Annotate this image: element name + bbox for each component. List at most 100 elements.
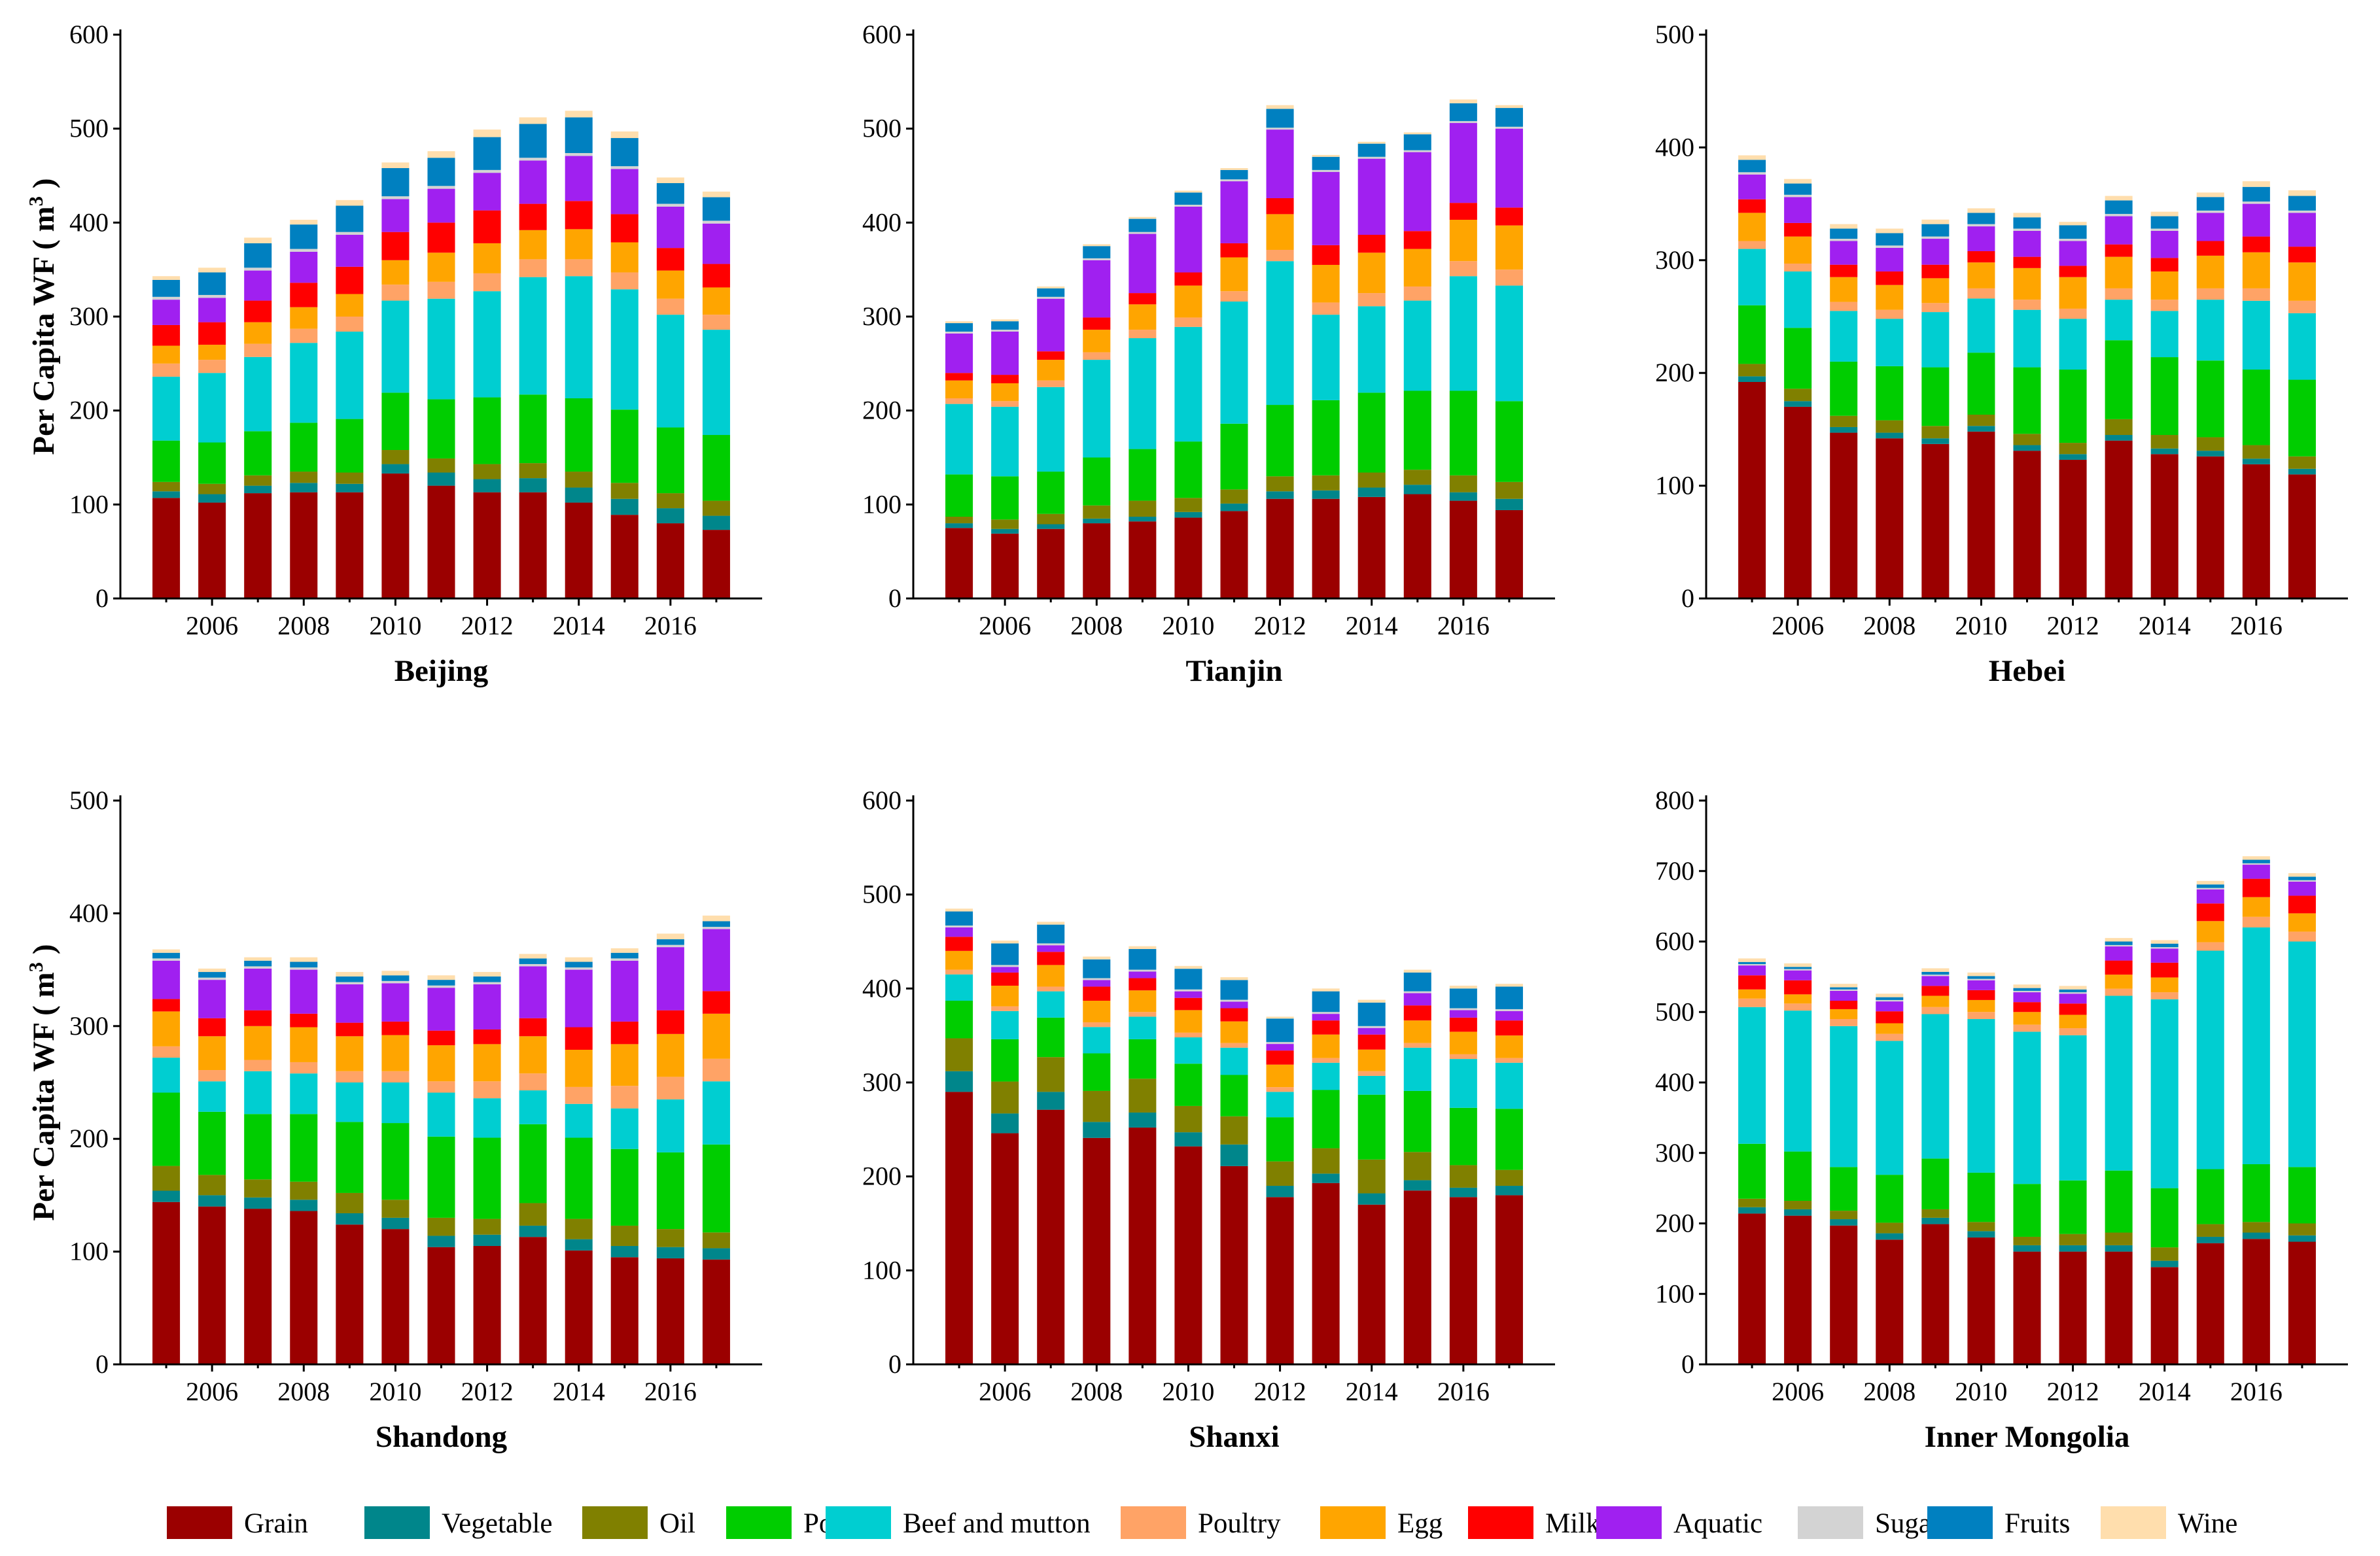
bar-segment — [1403, 1190, 1431, 1364]
bar-segment — [290, 220, 318, 225]
bar-segment — [610, 272, 639, 290]
bar-segment — [2242, 201, 2270, 204]
bar-segment — [2242, 186, 2270, 202]
x-tick-label: 2014 — [553, 1377, 605, 1406]
bar-segment — [152, 440, 181, 482]
bar-segment — [1738, 1143, 1766, 1199]
bar-segment — [1876, 1233, 1904, 1240]
bar-segment — [1449, 1165, 1477, 1188]
bar-segment — [1037, 991, 1065, 1018]
bar-segment — [1174, 969, 1202, 990]
bar-segment — [2105, 938, 2133, 942]
bar-segment — [2013, 309, 2041, 368]
bar-segment — [1738, 1007, 1766, 1144]
bar-segment — [2059, 989, 2087, 993]
bar-segment — [1876, 1001, 1904, 1012]
bar-segment — [290, 328, 318, 343]
bar-segment — [1266, 1161, 1294, 1186]
bar-segment — [1967, 414, 1995, 426]
bar-segment — [336, 1192, 364, 1213]
bar-segment — [2059, 992, 2087, 994]
bar-segment — [2105, 988, 2133, 996]
bar-segment — [1784, 1209, 1812, 1216]
bar-segment — [991, 476, 1019, 520]
bar-segment — [945, 1001, 973, 1039]
bar-segment — [2013, 988, 2041, 991]
bar-segment — [2105, 419, 2133, 436]
bar-segment — [1784, 179, 1812, 184]
bar-segment — [656, 315, 684, 428]
bar-segment — [1174, 326, 1202, 442]
bar-segment — [1312, 169, 1340, 172]
legend-label: Aquatic — [1673, 1508, 1762, 1539]
y-tick-label: 300 — [862, 302, 901, 331]
bar-segment — [1967, 262, 1995, 288]
bar-segment — [2288, 313, 2316, 380]
bar-segment — [473, 273, 501, 292]
bar-segment — [1083, 317, 1111, 330]
bar-segment — [1174, 190, 1202, 193]
bar-segment — [610, 214, 639, 243]
bar-segment — [198, 980, 226, 1018]
bar-segment — [2288, 190, 2316, 196]
bar-segment — [945, 1071, 973, 1092]
bar-segment — [1784, 236, 1812, 264]
bar-segment — [2059, 319, 2087, 370]
bar-segment — [2196, 437, 2224, 451]
bar-segment — [1037, 288, 1065, 297]
y-tick-label: 200 — [862, 1162, 901, 1191]
bar-segment — [473, 479, 501, 493]
x-tick-label: 2012 — [2047, 611, 2099, 640]
bar-segment — [2105, 244, 2133, 257]
bar-segment — [1738, 174, 1766, 199]
bar-segment — [427, 1217, 455, 1236]
bar-segment — [336, 331, 364, 419]
bar-segment — [1876, 1222, 1904, 1234]
bar-segment — [473, 972, 501, 977]
bar-segment — [1312, 1020, 1340, 1035]
bar-segment — [1495, 207, 1523, 226]
bar-segment — [2105, 216, 2133, 245]
bar-segment — [1495, 105, 1523, 109]
bar-segment — [1495, 1035, 1523, 1058]
panel-shandong: 0 100 200 300 400 500 2006 2008 2010 2012 2014 2016… — [24, 786, 762, 1454]
bar-segment — [1037, 472, 1065, 514]
bar-segment — [1220, 511, 1248, 598]
panel-title: Inner Mongolia — [1925, 1420, 2130, 1454]
bar-segment — [610, 409, 639, 483]
bar-segment — [1083, 978, 1111, 980]
y-tick-label: 0 — [1681, 1349, 1694, 1379]
bar-segment — [381, 473, 410, 598]
bar-segment — [1129, 216, 1157, 219]
bar-segment — [1129, 971, 1157, 978]
bar-segment — [519, 259, 547, 277]
x-tick-label: 2012 — [2047, 1377, 2099, 1406]
bar-segment — [1449, 475, 1477, 493]
bar-segment — [1083, 258, 1111, 260]
bar-segment — [2105, 1232, 2133, 1245]
bar-segment — [1129, 521, 1157, 598]
x-tick-label: 2016 — [644, 611, 697, 640]
bar-segment — [1312, 498, 1340, 598]
bar-segment — [1266, 1016, 1294, 1019]
bar-segment — [198, 272, 226, 295]
bar-segment — [1449, 261, 1477, 277]
legend-swatch — [582, 1506, 648, 1539]
bar-segment — [2013, 1024, 2041, 1032]
bar-segment — [1967, 288, 1995, 299]
bar-segment — [198, 298, 226, 322]
bar-segment — [198, 345, 226, 360]
bar-segment — [991, 1011, 1019, 1039]
bar-segment — [656, 206, 684, 249]
bar-segment — [1830, 302, 1858, 311]
bar-segment — [2242, 464, 2270, 598]
bar-segment — [1921, 426, 1950, 439]
bar-segment — [2013, 445, 2041, 451]
bar-segment — [1220, 302, 1248, 424]
bar-segment — [2242, 878, 2270, 897]
bar-segment — [610, 289, 639, 410]
bar-segment — [244, 1071, 272, 1115]
bar-segment — [1738, 364, 1766, 377]
bar-segment — [2288, 895, 2316, 914]
